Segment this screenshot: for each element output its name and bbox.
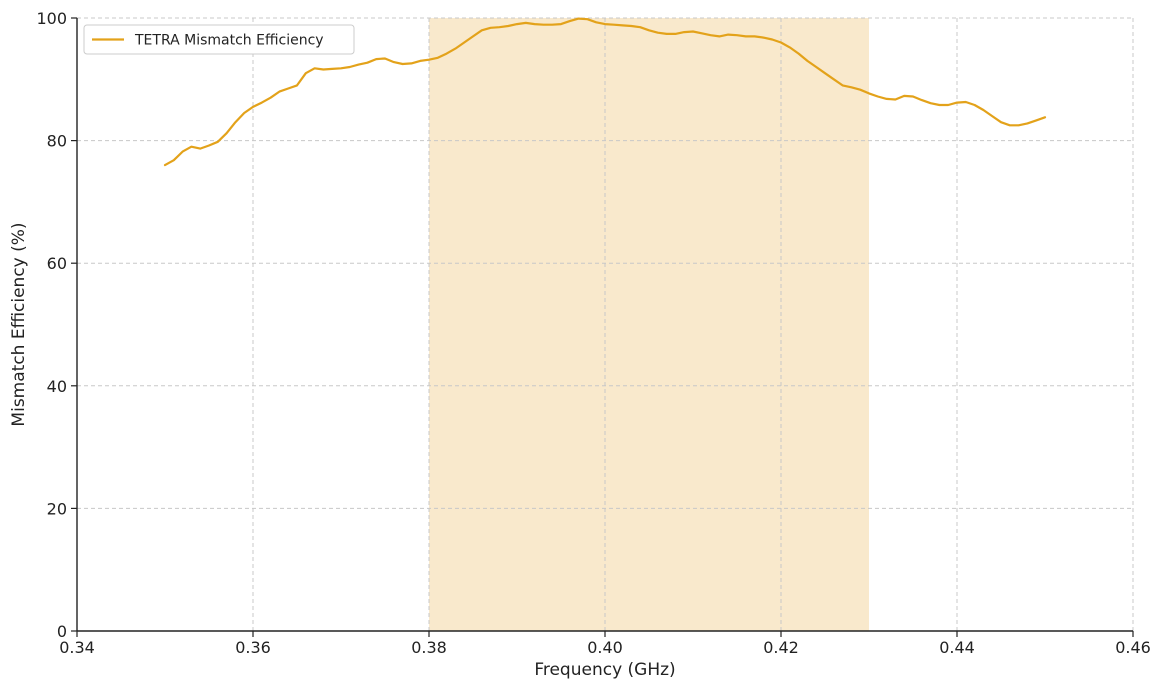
legend: TETRA Mismatch Efficiency: [83, 24, 355, 55]
y-tick-label: 100: [36, 9, 67, 28]
y-tick-label: 80: [47, 132, 67, 151]
x-tick-label: 0.42: [763, 638, 799, 657]
x-tick-label: 0.44: [939, 638, 975, 657]
tick-labels: 0.34 0.36 0.38 0.40 0.42 0.44 0.46 0 20 40 60 80 100: [36, 9, 1150, 657]
legend-label: TETRA Mismatch Efficiency: [134, 33, 324, 49]
series-line: [163, 17, 1047, 167]
legend-box: [83, 24, 355, 55]
x-tick-label: 0.34: [59, 638, 95, 657]
y-tick-label: 0: [57, 622, 67, 641]
y-tick-label: 20: [47, 499, 67, 518]
x-tick-label: 0.38: [411, 638, 447, 657]
x-tick-label: 0.46: [1115, 638, 1151, 657]
axes: [71, 17, 1134, 637]
x-axis-label: Frequency (GHz): [534, 660, 675, 679]
x-tick-label: 0.40: [587, 638, 623, 657]
y-tick-label: 40: [47, 377, 67, 396]
highlight-band: [429, 18, 869, 631]
y-axis-label: Mismatch Efficiency (%): [9, 222, 29, 426]
x-tick-label: 0.36: [235, 638, 271, 657]
y-tick-label: 60: [47, 254, 67, 273]
